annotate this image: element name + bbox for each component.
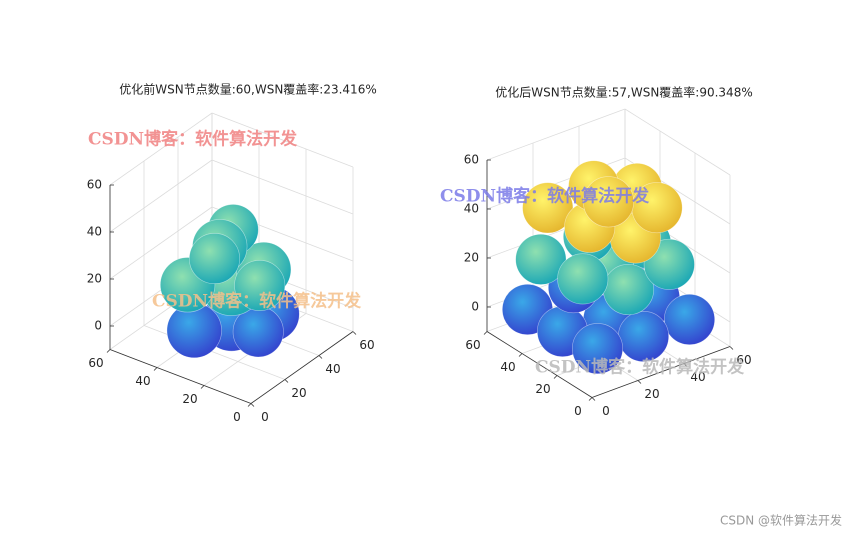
footer: CSDN @软件算法开发 [720,513,842,528]
subplot-title: 优化前WSN节点数量:60,WSN覆盖率:23.416% [119,82,376,97]
x-tick-label: 0 [602,404,610,418]
tick-mark [553,375,558,379]
watermark: CSDN博客：软件算法开发 [440,186,650,207]
watermark: CSDN博客：软件算法开发 [152,291,362,312]
x-tick-label: 0 [261,410,269,424]
grid-line [109,112,213,186]
y-tick-label: 60 [88,356,103,370]
x-tick-label: 40 [325,362,340,376]
z-tick-label: 60 [87,178,102,192]
x-tick-label: 20 [644,387,659,401]
y-tick-label: 60 [465,338,480,352]
z-tick-label: 0 [471,300,479,314]
x-tick-label: 20 [291,386,306,400]
y-tick-label: 0 [233,410,241,424]
x-tick-label: 60 [736,353,751,367]
y-tick-label: 20 [535,382,550,396]
grid-line [109,206,213,280]
tick-mark [518,353,523,357]
tick-mark [106,349,111,353]
z-tick-label: 40 [87,225,102,239]
sphere [522,182,574,234]
sphere [189,233,241,285]
tick-mark [250,403,255,407]
sphere [515,233,567,285]
tick-mark [352,331,357,335]
tick-mark [318,355,323,359]
x-tick-label: 60 [359,338,374,352]
tick-mark [588,397,593,401]
z-tick-label: 20 [87,272,102,286]
sphere [234,259,286,311]
grid-line [211,112,354,168]
sphere [663,293,715,345]
y-tick-label: 20 [182,392,197,406]
subplot-title: 优化后WSN节点数量:57,WSN覆盖率:90.348% [495,85,752,100]
x-axis [591,346,731,398]
z-tick-label: 60 [464,153,479,167]
watermark: CSDN博客：软件算法开发 [88,129,298,150]
y-tick-label: 40 [135,374,150,388]
tick-mark [247,403,252,407]
y-tick-label: 0 [574,404,582,418]
grid-line [486,108,626,161]
tick-mark [153,367,158,371]
tick-mark [483,331,488,335]
tick-mark [683,363,688,367]
z-tick-label: 0 [94,319,102,333]
sphere [617,310,669,362]
x-axis [250,331,354,404]
x-tick-label: 40 [690,370,705,384]
grid-line [211,159,354,215]
y-axis [109,349,252,404]
y-axis [486,331,593,398]
y-tick-label: 40 [500,360,515,374]
tick-mark [637,380,642,384]
tick-mark [200,385,205,389]
watermark: CSDN博客：软件算法开发 [535,357,745,378]
tick-mark [284,379,289,383]
tick-mark [729,346,734,350]
z-tick-label: 20 [464,251,479,265]
z-tick-label: 40 [464,202,479,216]
sphere [571,323,623,375]
tick-mark [591,397,596,401]
sphere [582,176,634,228]
grid-line [109,159,213,233]
sphere [557,253,609,305]
grid-line [624,108,731,176]
